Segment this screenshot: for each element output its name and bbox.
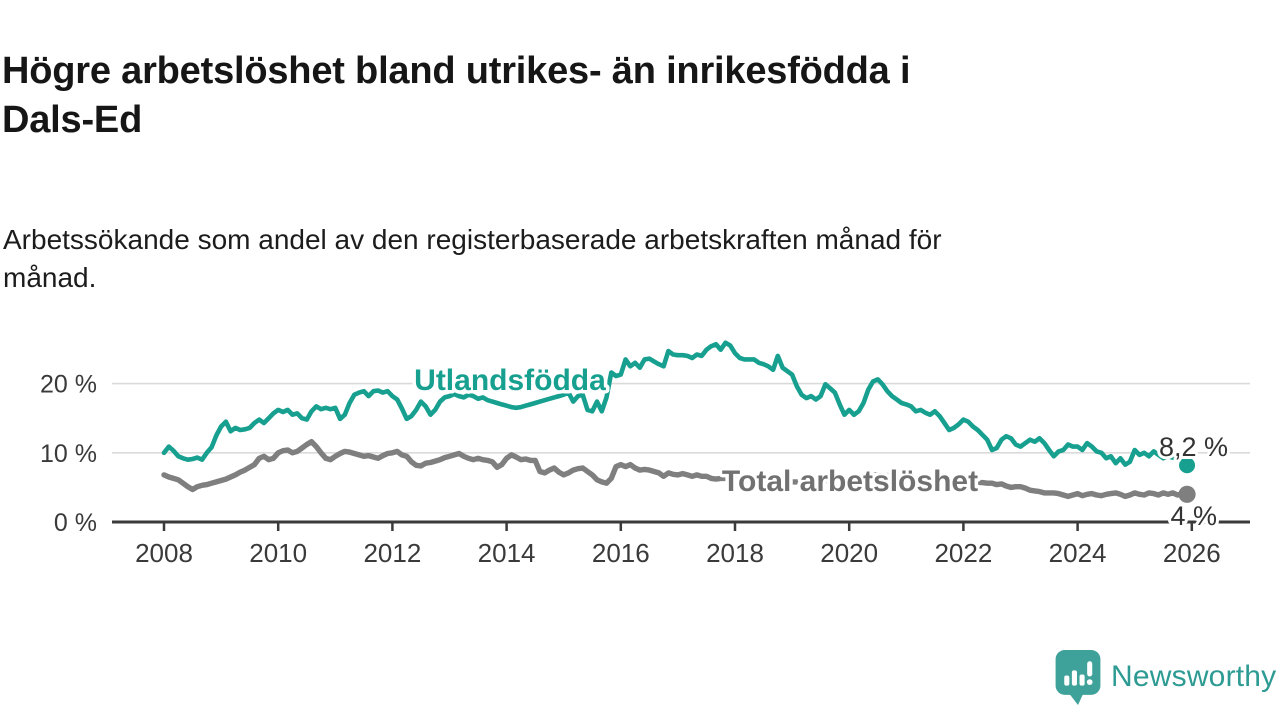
x-tick-label-2016: 2016 <box>592 538 650 568</box>
page-title: Högre arbetslöshet bland utrikes- än inr… <box>2 47 1152 144</box>
x-tick-label-2012: 2012 <box>363 538 421 568</box>
newsworthy-wordmark: Newsworthy <box>1111 660 1277 693</box>
subtitle-line-1: Arbetssökande som andel av den registerb… <box>3 224 942 255</box>
x-tick-label-2020: 2020 <box>820 538 878 568</box>
x-tick-label-2024: 2024 <box>1049 538 1107 568</box>
series-label-total-arbetsloshet: Total arbetslöshet <box>722 465 978 498</box>
end-value-label-total: 4 % <box>1170 501 1217 531</box>
endpoint-dot-total <box>1178 485 1196 503</box>
newsworthy-logo-icon <box>1055 649 1101 705</box>
x-tick-label-2010: 2010 <box>249 538 307 568</box>
y-tick-label-20: 20 % <box>40 371 97 399</box>
x-tick-label-2018: 2018 <box>706 538 764 568</box>
title-line-2: Dals-Ed <box>2 99 143 142</box>
y-tick-label-10: 10 % <box>40 440 97 468</box>
end-value-label-utlandsfodda: 8,2 % <box>1159 432 1228 462</box>
series-line-total <box>161 439 1190 500</box>
x-tick-label-2008: 2008 <box>135 538 193 568</box>
series-line-utlandsfodda <box>161 340 1180 467</box>
title-line-1: Högre arbetslöshet bland utrikes- än inr… <box>2 50 911 93</box>
chart-subtitle: Arbetssökande som andel av den registerb… <box>3 221 1203 298</box>
endpoint-dot-utlandsfodda <box>1179 457 1196 474</box>
x-tick-label-2022: 2022 <box>934 538 992 568</box>
series-label-utlandsfodda: Utlandsfödda <box>414 364 606 397</box>
x-tick-label-2014: 2014 <box>478 538 536 568</box>
y-tick-label-0: 0 % <box>54 509 97 537</box>
newsworthy-branding: Newsworthy <box>1055 649 1276 705</box>
x-tick-label-2026: 2026 <box>1163 538 1221 568</box>
subtitle-line-2: månad. <box>3 262 97 294</box>
